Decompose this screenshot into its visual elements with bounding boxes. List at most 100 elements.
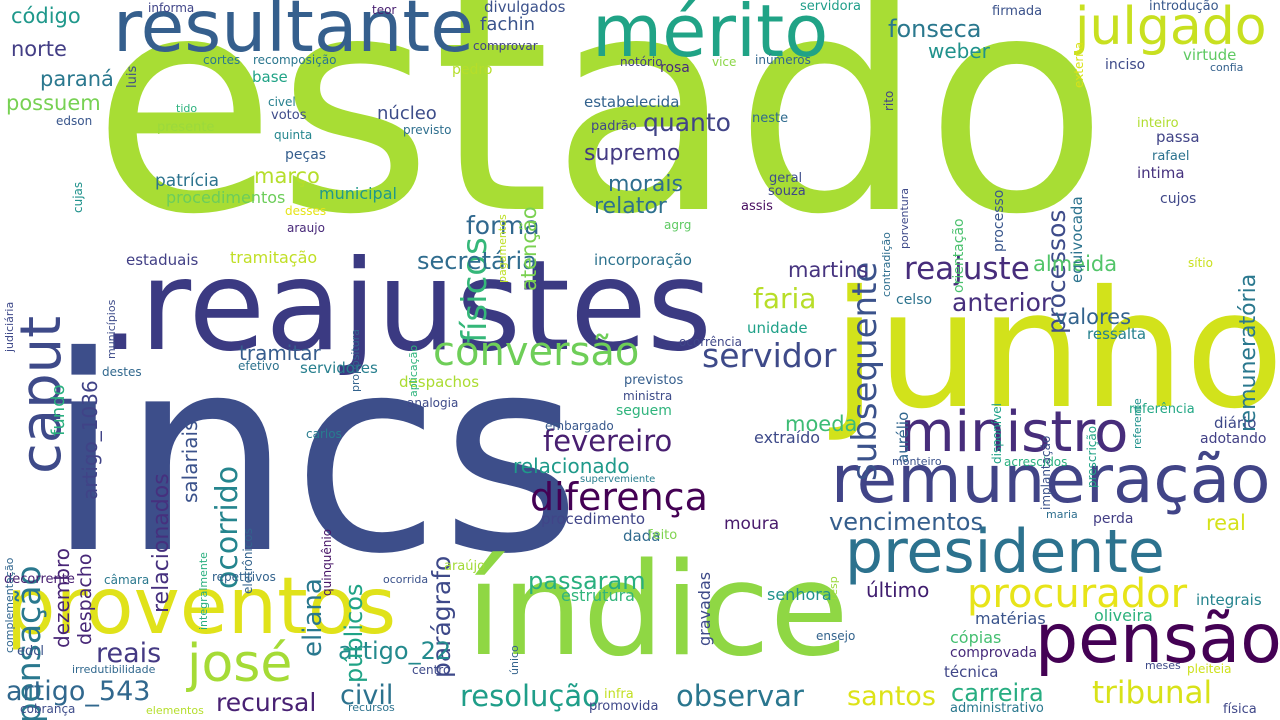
cloud-word: comprovar — [473, 39, 538, 53]
cloud-word: incs — [46, 298, 582, 613]
cloud-word: quinta — [274, 128, 313, 142]
cloud-word: luis — [125, 65, 140, 88]
cloud-word: padrão — [591, 119, 637, 134]
cloud-word: tido — [176, 102, 198, 115]
cloud-word: artigo_543 — [6, 676, 151, 707]
cloud-word: fachin — [480, 14, 536, 35]
cloud-word: moura — [724, 514, 780, 534]
cloud-word: referência — [1129, 402, 1195, 417]
cloud-word: porventura — [898, 187, 911, 249]
cloud-word: vice — [712, 55, 737, 69]
cloud-word: vencimentos — [829, 508, 983, 536]
cloud-word: administrativo — [950, 701, 1044, 716]
cloud-word: carlos — [306, 427, 342, 441]
cloud-word: intima — [1137, 164, 1185, 182]
cloud-word: araújo — [444, 559, 486, 574]
cloud-word: previstos — [624, 373, 684, 388]
cloud-word: ensejo — [816, 629, 856, 643]
cloud-word: ministro — [900, 400, 1129, 465]
cloud-word: agrg — [664, 218, 692, 232]
cloud-word: presidente — [845, 517, 1165, 587]
cloud-word: resolução — [460, 679, 600, 713]
cloud-word: comprovada — [950, 645, 1038, 661]
cloud-word: infra — [604, 687, 634, 702]
cloud-word: relacionados — [149, 473, 174, 613]
cloud-word: quinquênio — [320, 528, 334, 596]
cloud-word: repetitivos — [212, 570, 276, 584]
cloud-word: servidora — [800, 0, 861, 14]
cloud-word: último — [866, 578, 930, 602]
cloud-word: procurador — [967, 571, 1188, 617]
cloud-word: adotando — [1200, 431, 1267, 447]
cloud-word: maria — [1046, 508, 1078, 521]
cloud-word: dezembro — [50, 548, 74, 648]
cloud-word: secretária — [417, 247, 537, 275]
cloud-word: meses — [1145, 659, 1181, 672]
cloud-word: único — [508, 645, 521, 675]
cloud-word: propositura — [349, 328, 362, 392]
cloud-word: ministra — [623, 389, 673, 403]
cloud-word: rito — [882, 90, 896, 111]
cloud-word: recomposição — [253, 53, 337, 67]
cloud-word: salariais — [178, 420, 202, 504]
cloud-word: recursal — [216, 688, 317, 717]
cloud-word: desses — [285, 204, 327, 218]
cloud-word: elementos — [146, 704, 204, 717]
cloud-word: julgado — [1075, 0, 1267, 57]
cloud-word: seguem — [616, 403, 672, 419]
cloud-word: carreira — [951, 679, 1044, 707]
cloud-word: gravadas — [695, 571, 714, 646]
cloud-word: cobrança — [20, 702, 76, 716]
cloud-word: possuem — [6, 91, 101, 115]
cloud-word: complementação — [3, 557, 16, 653]
cloud-word: martins — [788, 258, 869, 282]
cloud-word: promovida — [589, 699, 659, 714]
cloud-word: morais — [608, 172, 683, 197]
cloud-word: faria — [753, 282, 817, 315]
cloud-word: câmara — [104, 573, 150, 587]
cloud-word: geral — [769, 171, 803, 186]
cloud-word: civil — [340, 680, 394, 711]
cloud-word: equivocada — [1068, 196, 1086, 283]
cloud-word: atenção — [517, 206, 541, 291]
cloud-word: feito — [648, 528, 678, 543]
cloud-word: paraná — [40, 67, 114, 91]
cloud-word: fevereiro — [543, 424, 673, 458]
cloud-word: irredutibilidade — [72, 663, 156, 676]
cloud-word: base — [252, 68, 288, 86]
cloud-word: norte — [11, 37, 67, 61]
cloud-word: remuneratória — [1236, 273, 1261, 432]
cloud-word: forma — [466, 211, 540, 240]
cloud-word: pensão — [1035, 600, 1280, 679]
cloud-word: mérito — [592, 0, 829, 73]
cloud-word: estaduais — [126, 251, 199, 269]
cloud-word: patrícia — [155, 171, 220, 191]
cloud-word: pleiteia — [1187, 662, 1232, 676]
cloud-word: municipal — [319, 184, 397, 203]
cloud-word: rafael — [1152, 149, 1190, 164]
cloud-word: destes — [102, 365, 142, 379]
cloud-word: pagamentos — [496, 214, 509, 283]
cloud-word: cortes — [203, 53, 241, 67]
cloud-word: judiciária — [3, 301, 16, 352]
cloud-word: procedimentos — [166, 188, 286, 207]
cloud-word: índice — [466, 536, 849, 685]
cloud-word: despachos — [399, 373, 480, 391]
cloud-word: josé — [187, 634, 293, 694]
cloud-word: real — [1206, 511, 1246, 535]
cloud-word: diferença — [530, 475, 708, 519]
cloud-word: assis — [741, 199, 773, 214]
cloud-word: souza — [768, 184, 806, 199]
cloud-word: divulgados — [484, 0, 566, 16]
cloud-word: neste — [752, 111, 789, 126]
cloud-word: integrais — [1196, 591, 1262, 609]
cloud-word: disponível — [990, 403, 1004, 464]
cloud-word: monteiro — [892, 455, 942, 468]
cloud-word: conversão — [433, 329, 640, 375]
cloud-word: fundo — [48, 384, 69, 436]
cloud-word: cujos — [1160, 191, 1197, 207]
cloud-word: introdução — [1149, 0, 1219, 14]
cloud-word: edcl — [17, 644, 45, 659]
cloud-word: externa — [1072, 41, 1086, 88]
